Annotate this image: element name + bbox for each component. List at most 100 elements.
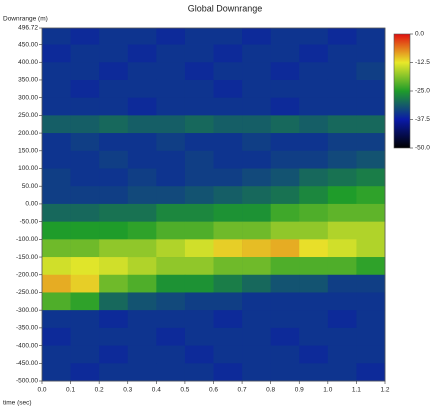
heat-cell — [127, 363, 157, 382]
heat-cell — [299, 28, 329, 45]
heat-cell — [42, 150, 71, 169]
heat-cell — [356, 274, 386, 293]
heat-cell — [242, 257, 271, 276]
heat-cell — [327, 44, 357, 63]
x-tick-label: 0.4 — [152, 387, 161, 394]
heat-cell — [327, 115, 357, 134]
heat-cell — [213, 44, 243, 63]
heat-cell — [299, 274, 329, 293]
heat-cell — [70, 345, 100, 364]
heat-cell — [327, 239, 357, 258]
colorbar-tick-label: 0.0 — [415, 31, 424, 38]
heat-cell — [270, 115, 300, 134]
heat-cell — [213, 133, 243, 152]
heat-cell — [70, 62, 100, 81]
heat-cell — [270, 257, 300, 276]
heat-cell — [184, 150, 214, 169]
heat-cell — [184, 345, 214, 364]
x-tick-label: 0.5 — [180, 387, 189, 394]
heat-cell — [127, 97, 157, 116]
heat-cell — [127, 345, 157, 364]
heat-cell — [99, 186, 129, 205]
x-tick-label: 0.6 — [209, 387, 218, 394]
heat-cell — [299, 62, 329, 81]
heat-cell — [270, 203, 300, 222]
heat-cell — [356, 62, 386, 81]
y-tick-label: -100.00 — [16, 236, 38, 243]
heat-cell — [184, 97, 214, 116]
heat-cell — [299, 133, 329, 152]
heat-cell — [356, 310, 386, 329]
heat-cell — [184, 62, 214, 81]
heat-cell — [242, 62, 271, 81]
heat-cell — [242, 168, 271, 187]
x-tick-label: 1.0 — [323, 387, 332, 394]
heat-cell — [184, 168, 214, 187]
heat-cell — [242, 274, 271, 293]
heat-cell — [356, 115, 386, 134]
heat-cell — [270, 363, 300, 382]
heat-cell — [156, 221, 186, 240]
heat-cell — [213, 150, 243, 169]
heat-cell — [270, 327, 300, 346]
heat-cell — [270, 97, 300, 116]
heat-cell — [70, 79, 100, 98]
heat-cell — [242, 345, 271, 364]
y-tick-label: -250.00 — [16, 289, 38, 296]
heat-cell — [327, 79, 357, 98]
heat-cell — [299, 168, 329, 187]
heat-cell — [299, 97, 329, 116]
y-tick-label: 450.00 — [18, 41, 38, 48]
heat-cell — [356, 44, 386, 63]
heat-cell — [184, 363, 214, 382]
heat-cell — [356, 79, 386, 98]
chart-title: Global Downrange — [188, 3, 263, 13]
heat-cell — [70, 363, 100, 382]
heat-cell — [327, 186, 357, 205]
y-tick-label: 250.00 — [18, 112, 38, 119]
heat-cell — [42, 62, 71, 81]
x-tick-label: 1.1 — [352, 387, 361, 394]
heat-cell — [70, 257, 100, 276]
heat-cell — [213, 97, 243, 116]
heat-cell — [156, 327, 186, 346]
heat-cell — [327, 345, 357, 364]
heat-cell — [156, 28, 186, 45]
heat-cell — [299, 150, 329, 169]
heat-cell — [356, 186, 386, 205]
heat-cell — [270, 168, 300, 187]
heat-cell — [42, 327, 71, 346]
heat-cell — [299, 310, 329, 329]
x-tick-label: 0.9 — [295, 387, 304, 394]
heat-cell — [270, 186, 300, 205]
heat-cell — [156, 239, 186, 258]
heat-cell — [299, 257, 329, 276]
heatmap — [42, 28, 386, 382]
heat-cell — [42, 310, 71, 329]
heat-cell — [356, 327, 386, 346]
y-tick-label: 300.00 — [18, 94, 38, 101]
heat-cell — [327, 133, 357, 152]
heat-cell — [99, 62, 129, 81]
heat-cell — [242, 28, 271, 45]
heat-cell — [99, 274, 129, 293]
x-axis-label: time (sec) — [3, 400, 32, 407]
heat-cell — [127, 168, 157, 187]
heat-cell — [42, 97, 71, 116]
heat-cell — [299, 186, 329, 205]
heat-cell — [42, 186, 71, 205]
heat-cell — [213, 203, 243, 222]
heat-cell — [356, 203, 386, 222]
heat-cell — [327, 168, 357, 187]
heat-cell — [356, 28, 386, 45]
heat-cell — [242, 133, 271, 152]
heat-cell — [299, 44, 329, 63]
heat-cell — [270, 62, 300, 81]
y-tick-label: 350.00 — [18, 77, 38, 84]
heat-cell — [70, 239, 100, 258]
heat-cell — [327, 62, 357, 81]
heat-cell — [213, 257, 243, 276]
heat-cell — [156, 363, 186, 382]
heat-cell — [127, 44, 157, 63]
